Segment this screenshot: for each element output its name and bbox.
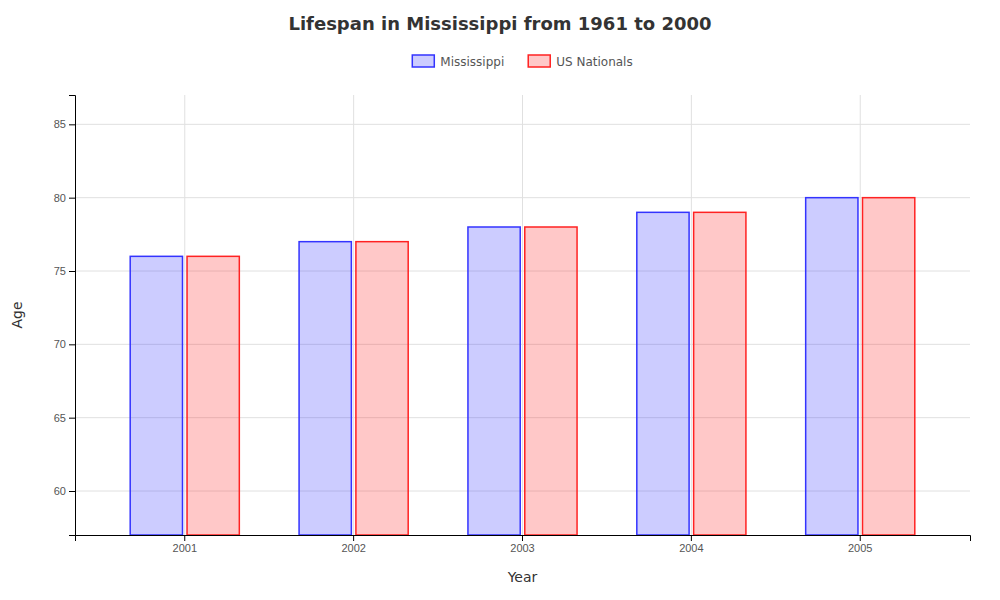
- legend-swatch: [528, 55, 550, 67]
- bar: [356, 242, 408, 535]
- x-grid-line: [860, 95, 861, 535]
- x-tick-label: 2003: [510, 542, 534, 554]
- legend-item: US Nationals: [528, 55, 632, 69]
- bar: [468, 227, 520, 535]
- x-tick: 2004: [679, 535, 703, 554]
- x-grid-line: [522, 95, 523, 535]
- y-tick: 60: [54, 485, 75, 497]
- x-tick: 2002: [341, 535, 365, 554]
- x-tick-mark: [353, 535, 354, 541]
- bar: [299, 242, 351, 535]
- x-grid-line: [184, 95, 185, 535]
- y-tick-label: 85: [54, 118, 66, 130]
- y-tick-mark: [69, 344, 75, 345]
- bar-series: [187, 198, 915, 535]
- x-axis-title: Year: [507, 569, 538, 585]
- x-tick-mark: [184, 535, 185, 541]
- x-tick-label: 2001: [173, 542, 197, 554]
- y-axis-title: Age: [9, 301, 25, 328]
- plot-area: 60 65 70 75 80 85 2001 2002 2003 2004 2005: [54, 95, 971, 554]
- y-tick-label: 70: [54, 338, 66, 350]
- x-grid-line: [353, 95, 354, 535]
- x-axis: 2001 2002 2003 2004 2005: [76, 535, 971, 554]
- y-tick: 65: [54, 412, 75, 424]
- bar: [694, 212, 746, 535]
- bars: [130, 198, 915, 535]
- x-tick-mark: [691, 535, 692, 541]
- x-tick-label: 2004: [679, 542, 703, 554]
- y-tick-mark: [69, 418, 75, 419]
- y-tick-label: 80: [54, 192, 66, 204]
- y-tick-mark: [69, 271, 75, 272]
- bar: [637, 212, 689, 535]
- x-tick-mark: [522, 535, 523, 541]
- x-tick: 2003: [510, 535, 534, 554]
- y-tick-label: 60: [54, 485, 66, 497]
- y-axis-line: [69, 96, 76, 536]
- x-tick: 2001: [173, 535, 197, 554]
- x-tick: 2005: [848, 535, 872, 554]
- x-tick-label: 2005: [848, 542, 872, 554]
- y-tick-mark: [69, 198, 75, 199]
- y-axis: 60 65 70 75 80 85: [54, 96, 76, 536]
- y-tick: 75: [54, 265, 75, 277]
- x-grid-line: [691, 95, 692, 535]
- y-tick-mark: [69, 124, 75, 125]
- y-tick-mark: [69, 491, 75, 492]
- chart: 60 65 70 75 80 85 2001 2002 2003 2004 2005 Lifespan…: [0, 0, 1000, 600]
- title: Lifespan in Mississippi from 1961 to 200…: [288, 13, 711, 34]
- legend-swatch: [412, 55, 434, 67]
- bar: [130, 256, 182, 535]
- legend-label: Mississippi: [440, 55, 504, 69]
- bar: [806, 198, 858, 535]
- legend: Mississippi US Nationals: [412, 55, 632, 69]
- y-tick: 80: [54, 192, 75, 204]
- y-tick-label: 75: [54, 265, 66, 277]
- y-tick: 85: [54, 118, 75, 130]
- bar: [187, 256, 239, 535]
- bar-series: [130, 198, 858, 535]
- y-tick: 70: [54, 338, 75, 350]
- bar: [525, 227, 577, 535]
- grid: [75, 95, 970, 535]
- x-tick-mark: [860, 535, 861, 541]
- legend-item: Mississippi: [412, 55, 504, 69]
- y-tick-label: 65: [54, 412, 66, 424]
- x-tick-label: 2002: [341, 542, 365, 554]
- bar: [863, 198, 915, 535]
- x-axis-line: [76, 536, 971, 542]
- legend-label: US Nationals: [556, 55, 632, 69]
